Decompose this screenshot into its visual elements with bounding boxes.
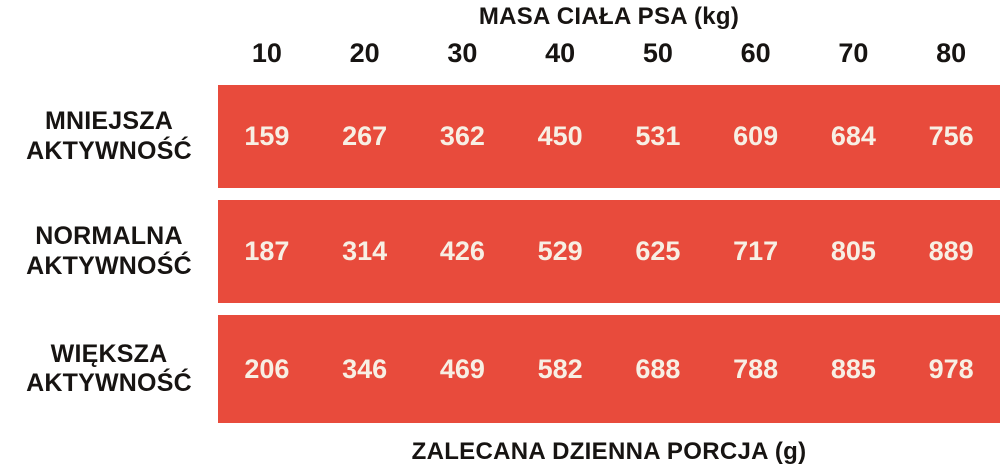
column-header: 20 xyxy=(349,38,380,68)
row-label-line: AKTYWNOŚĆ xyxy=(26,369,192,397)
cell-value: 756 xyxy=(928,121,974,151)
column-header: 70 xyxy=(838,38,869,68)
row-label-line: MNIEJSZA xyxy=(44,107,173,135)
column-header: 50 xyxy=(642,38,673,68)
cell-value: 978 xyxy=(928,353,974,384)
row-bar: 206 346 469 582 688 788 885 978 xyxy=(218,315,1000,423)
chart-footer: ZALECANA DZIENNA PORCJA (g) xyxy=(411,438,807,465)
cell-value: 582 xyxy=(537,353,583,384)
cell-value: 346 xyxy=(342,353,388,384)
row-label-line: WIĘKSZA xyxy=(50,339,168,368)
row-label: MNIEJSZA AKTYWNOŚĆ xyxy=(0,85,218,188)
row-label-line: AKTYWNOŚĆ xyxy=(26,136,192,165)
cell-value: 529 xyxy=(537,236,583,266)
cell-value: 885 xyxy=(830,353,876,384)
table-row: NORMALNA AKTYWNOŚĆ 187 314 426 529 625 7… xyxy=(0,200,1000,303)
cell-value: 805 xyxy=(830,236,876,266)
row-label-line: NORMALNA xyxy=(35,222,183,250)
cell-value: 426 xyxy=(439,236,485,266)
cell-value: 267 xyxy=(342,121,388,151)
cell-value: 206 xyxy=(244,353,290,384)
cell-value: 625 xyxy=(635,236,681,266)
row-bar: 159 267 362 450 531 609 684 756 xyxy=(218,85,1000,188)
cell-value: 684 xyxy=(830,121,876,151)
cell-value: 314 xyxy=(342,236,388,266)
chart-title: MASA CIAŁA PSA (kg) xyxy=(478,3,740,30)
cell-value: 187 xyxy=(244,236,290,266)
cell-value: 717 xyxy=(733,236,779,266)
column-header: 40 xyxy=(545,38,576,68)
table-row: WIĘKSZA AKTYWNOŚĆ 206 346 469 582 688 78… xyxy=(0,315,1000,423)
cell-value: 159 xyxy=(244,121,290,151)
cell-value: 450 xyxy=(537,121,583,151)
row-label-line: AKTYWNOŚĆ xyxy=(26,251,192,280)
cell-value: 788 xyxy=(733,353,779,384)
row-label: NORMALNA AKTYWNOŚĆ xyxy=(0,200,218,303)
cell-value: 609 xyxy=(733,121,779,151)
column-header: 10 xyxy=(251,38,282,68)
cell-value: 362 xyxy=(439,121,485,151)
column-header: 60 xyxy=(740,38,771,68)
row-bar: 187 314 426 529 625 717 805 889 xyxy=(218,200,1000,303)
cell-value: 889 xyxy=(928,236,974,266)
cell-value: 531 xyxy=(635,121,681,151)
column-headers: 10 20 30 40 50 60 70 80 xyxy=(218,38,1000,69)
table-row: MNIEJSZA AKTYWNOŚĆ 159 267 362 450 531 6… xyxy=(0,85,1000,188)
cell-value: 688 xyxy=(635,353,681,384)
column-header: 30 xyxy=(447,38,478,68)
column-header: 80 xyxy=(936,38,967,68)
row-label: WIĘKSZA AKTYWNOŚĆ xyxy=(0,315,218,423)
cell-value: 469 xyxy=(439,353,485,384)
